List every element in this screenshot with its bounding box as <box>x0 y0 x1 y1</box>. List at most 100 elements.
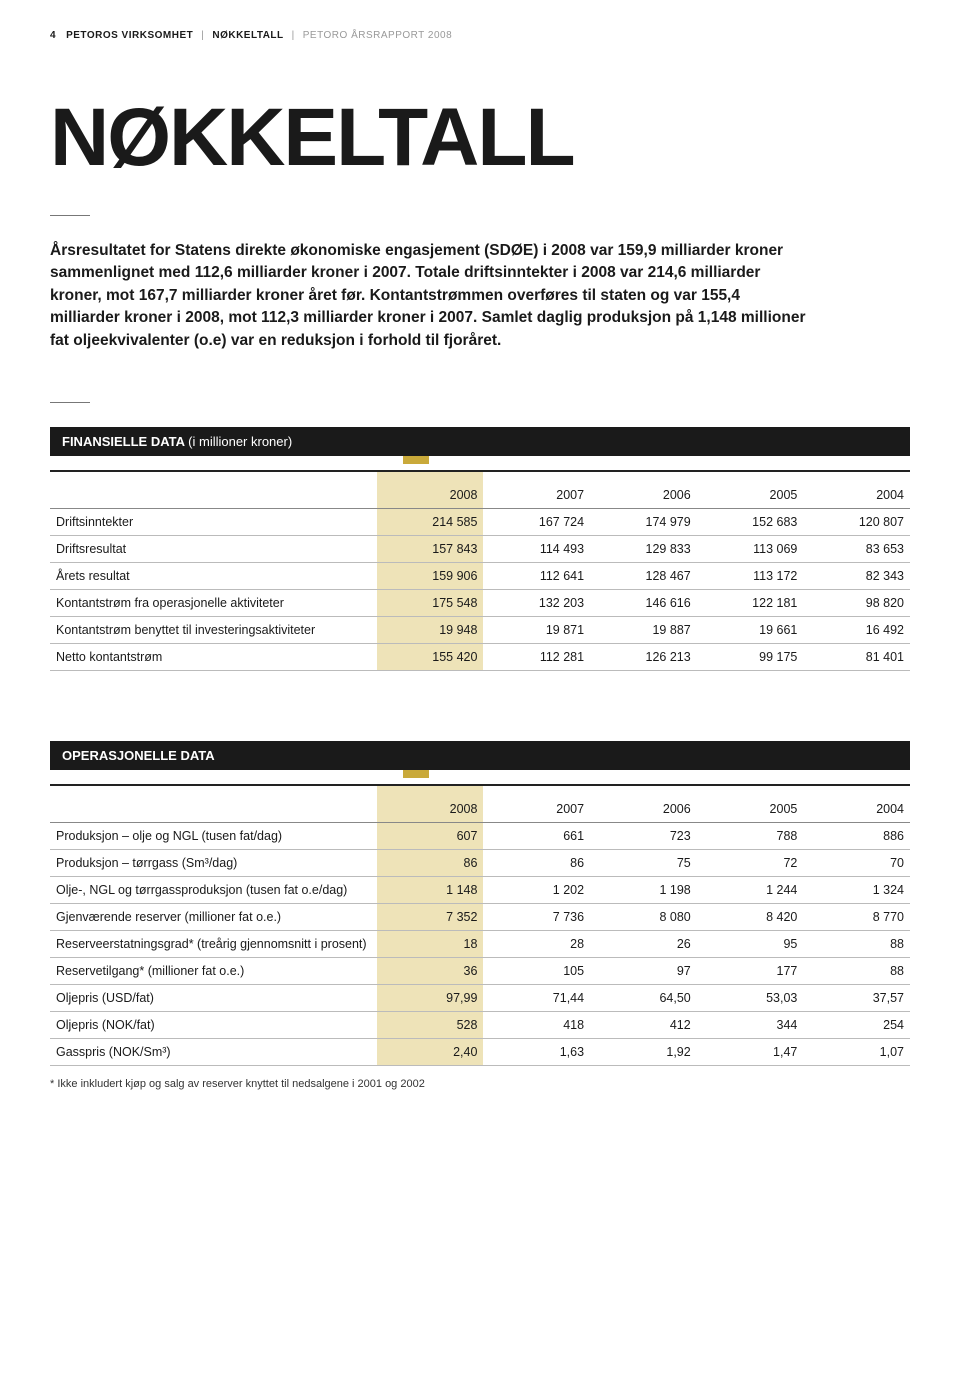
cell-value: 1 202 <box>483 877 590 904</box>
cell-value: 155 420 <box>377 644 484 671</box>
cell-value: 53,03 <box>697 985 804 1012</box>
cell-value: 18 <box>377 931 484 958</box>
section-heading-financial: FINANSIELLE DATA (i millioner kroner) <box>50 427 910 456</box>
cell-value: 114 493 <box>483 536 590 563</box>
row-label: Produksjon – tørrgass (Sm³/dag) <box>50 850 377 877</box>
financial-data-table: 20082007200620052004 Driftsinntekter214 5… <box>50 470 910 671</box>
cell-value: 607 <box>377 823 484 850</box>
year-header: 2006 <box>590 785 697 823</box>
table-row: Gasspris (NOK/Sm³)2,401,631,921,471,07 <box>50 1039 910 1066</box>
footnote: * Ikke inkludert kjøp og salg av reserve… <box>50 1078 910 1090</box>
cell-value: 129 833 <box>590 536 697 563</box>
cell-value: 723 <box>590 823 697 850</box>
cell-value: 1 324 <box>803 877 910 904</box>
row-label: Oljepris (USD/fat) <box>50 985 377 1012</box>
cell-value: 86 <box>483 850 590 877</box>
table-row: Reserveerstatningsgrad* (treårig gjennom… <box>50 931 910 958</box>
cell-value: 64,50 <box>590 985 697 1012</box>
cell-value: 95 <box>697 931 804 958</box>
financial-data-section: FINANSIELLE DATA (i millioner kroner) 20… <box>50 427 910 671</box>
cell-value: 99 175 <box>697 644 804 671</box>
cell-value: 97,99 <box>377 985 484 1012</box>
crumb-subsection: NØKKELTALL <box>212 30 283 41</box>
cell-value: 412 <box>590 1012 697 1039</box>
section-heading-light: (i millioner kroner) <box>188 434 292 449</box>
cell-value: 88 <box>803 931 910 958</box>
cell-value: 418 <box>483 1012 590 1039</box>
section-heading-strong: OPERASJONELLE DATA <box>62 748 215 763</box>
cell-value: 1,63 <box>483 1039 590 1066</box>
year-header: 2008 <box>377 471 484 509</box>
cell-value: 1 198 <box>590 877 697 904</box>
gold-accent-icon <box>50 456 910 464</box>
cell-value: 16 492 <box>803 617 910 644</box>
cell-value: 2,40 <box>377 1039 484 1066</box>
cell-value: 132 203 <box>483 590 590 617</box>
cell-value: 86 <box>377 850 484 877</box>
separator-icon: | <box>292 30 295 41</box>
cell-value: 1,47 <box>697 1039 804 1066</box>
year-header: 2008 <box>377 785 484 823</box>
table-row: Reservetilgang* (millioner fat o.e.)3610… <box>50 958 910 985</box>
cell-value: 1 244 <box>697 877 804 904</box>
year-header: 2007 <box>483 471 590 509</box>
cell-value: 254 <box>803 1012 910 1039</box>
cell-value: 72 <box>697 850 804 877</box>
cell-value: 37,57 <box>803 985 910 1012</box>
cell-value: 8 770 <box>803 904 910 931</box>
cell-value: 83 653 <box>803 536 910 563</box>
divider <box>50 402 90 403</box>
row-label: Årets resultat <box>50 563 377 590</box>
cell-value: 97 <box>590 958 697 985</box>
section-heading-operational: OPERASJONELLE DATA <box>50 741 910 770</box>
intro-paragraph: Årsresultatet for Statens direkte økonom… <box>50 240 810 352</box>
cell-value: 159 906 <box>377 563 484 590</box>
year-header: 2007 <box>483 785 590 823</box>
cell-value: 1,92 <box>590 1039 697 1066</box>
page-number: 4 <box>50 30 56 41</box>
year-header: 2005 <box>697 785 804 823</box>
cell-value: 7 352 <box>377 904 484 931</box>
row-label-header <box>50 785 377 823</box>
row-label: Gjenværende reserver (millioner fat o.e.… <box>50 904 377 931</box>
cell-value: 788 <box>697 823 804 850</box>
cell-value: 82 343 <box>803 563 910 590</box>
gold-accent-icon <box>50 770 910 778</box>
cell-value: 7 736 <box>483 904 590 931</box>
row-label: Driftsinntekter <box>50 509 377 536</box>
cell-value: 122 181 <box>697 590 804 617</box>
cell-value: 112 641 <box>483 563 590 590</box>
cell-value: 120 807 <box>803 509 910 536</box>
table-row: Olje-, NGL og tørrgassproduksjon (tusen … <box>50 877 910 904</box>
table-row: Driftsresultat157 843114 493129 833113 0… <box>50 536 910 563</box>
cell-value: 88 <box>803 958 910 985</box>
cell-value: 70 <box>803 850 910 877</box>
table-row: Kontantstrøm fra operasjonelle aktivitet… <box>50 590 910 617</box>
page-title: NØKKELTALL <box>50 91 910 185</box>
cell-value: 75 <box>590 850 697 877</box>
year-header: 2006 <box>590 471 697 509</box>
cell-value: 113 069 <box>697 536 804 563</box>
row-label: Kontantstrøm fra operasjonelle aktivitet… <box>50 590 377 617</box>
divider <box>50 215 90 216</box>
operational-data-section: OPERASJONELLE DATA 20082007200620052004P… <box>50 741 910 1066</box>
table-row: Årets resultat159 906112 641128 467113 1… <box>50 563 910 590</box>
cell-value: 214 585 <box>377 509 484 536</box>
year-header: 2004 <box>803 471 910 509</box>
row-label: Gasspris (NOK/Sm³) <box>50 1039 377 1066</box>
operational-data-table: 20082007200620052004Produksjon – olje og… <box>50 784 910 1066</box>
table-row: Gjenværende reserver (millioner fat o.e.… <box>50 904 910 931</box>
table-row: Oljepris (NOK/fat)528418412344254 <box>50 1012 910 1039</box>
cell-value: 167 724 <box>483 509 590 536</box>
table-row: Produksjon – tørrgass (Sm³/dag)868675727… <box>50 850 910 877</box>
year-header: 2005 <box>697 471 804 509</box>
cell-value: 528 <box>377 1012 484 1039</box>
table-row: Produksjon – olje og NGL (tusen fat/dag)… <box>50 823 910 850</box>
cell-value: 98 820 <box>803 590 910 617</box>
cell-value: 1,07 <box>803 1039 910 1066</box>
cell-value: 8 420 <box>697 904 804 931</box>
row-label-header <box>50 471 377 509</box>
row-label: Olje-, NGL og tørrgassproduksjon (tusen … <box>50 877 377 904</box>
cell-value: 174 979 <box>590 509 697 536</box>
section-heading-strong: FINANSIELLE DATA <box>62 434 185 449</box>
